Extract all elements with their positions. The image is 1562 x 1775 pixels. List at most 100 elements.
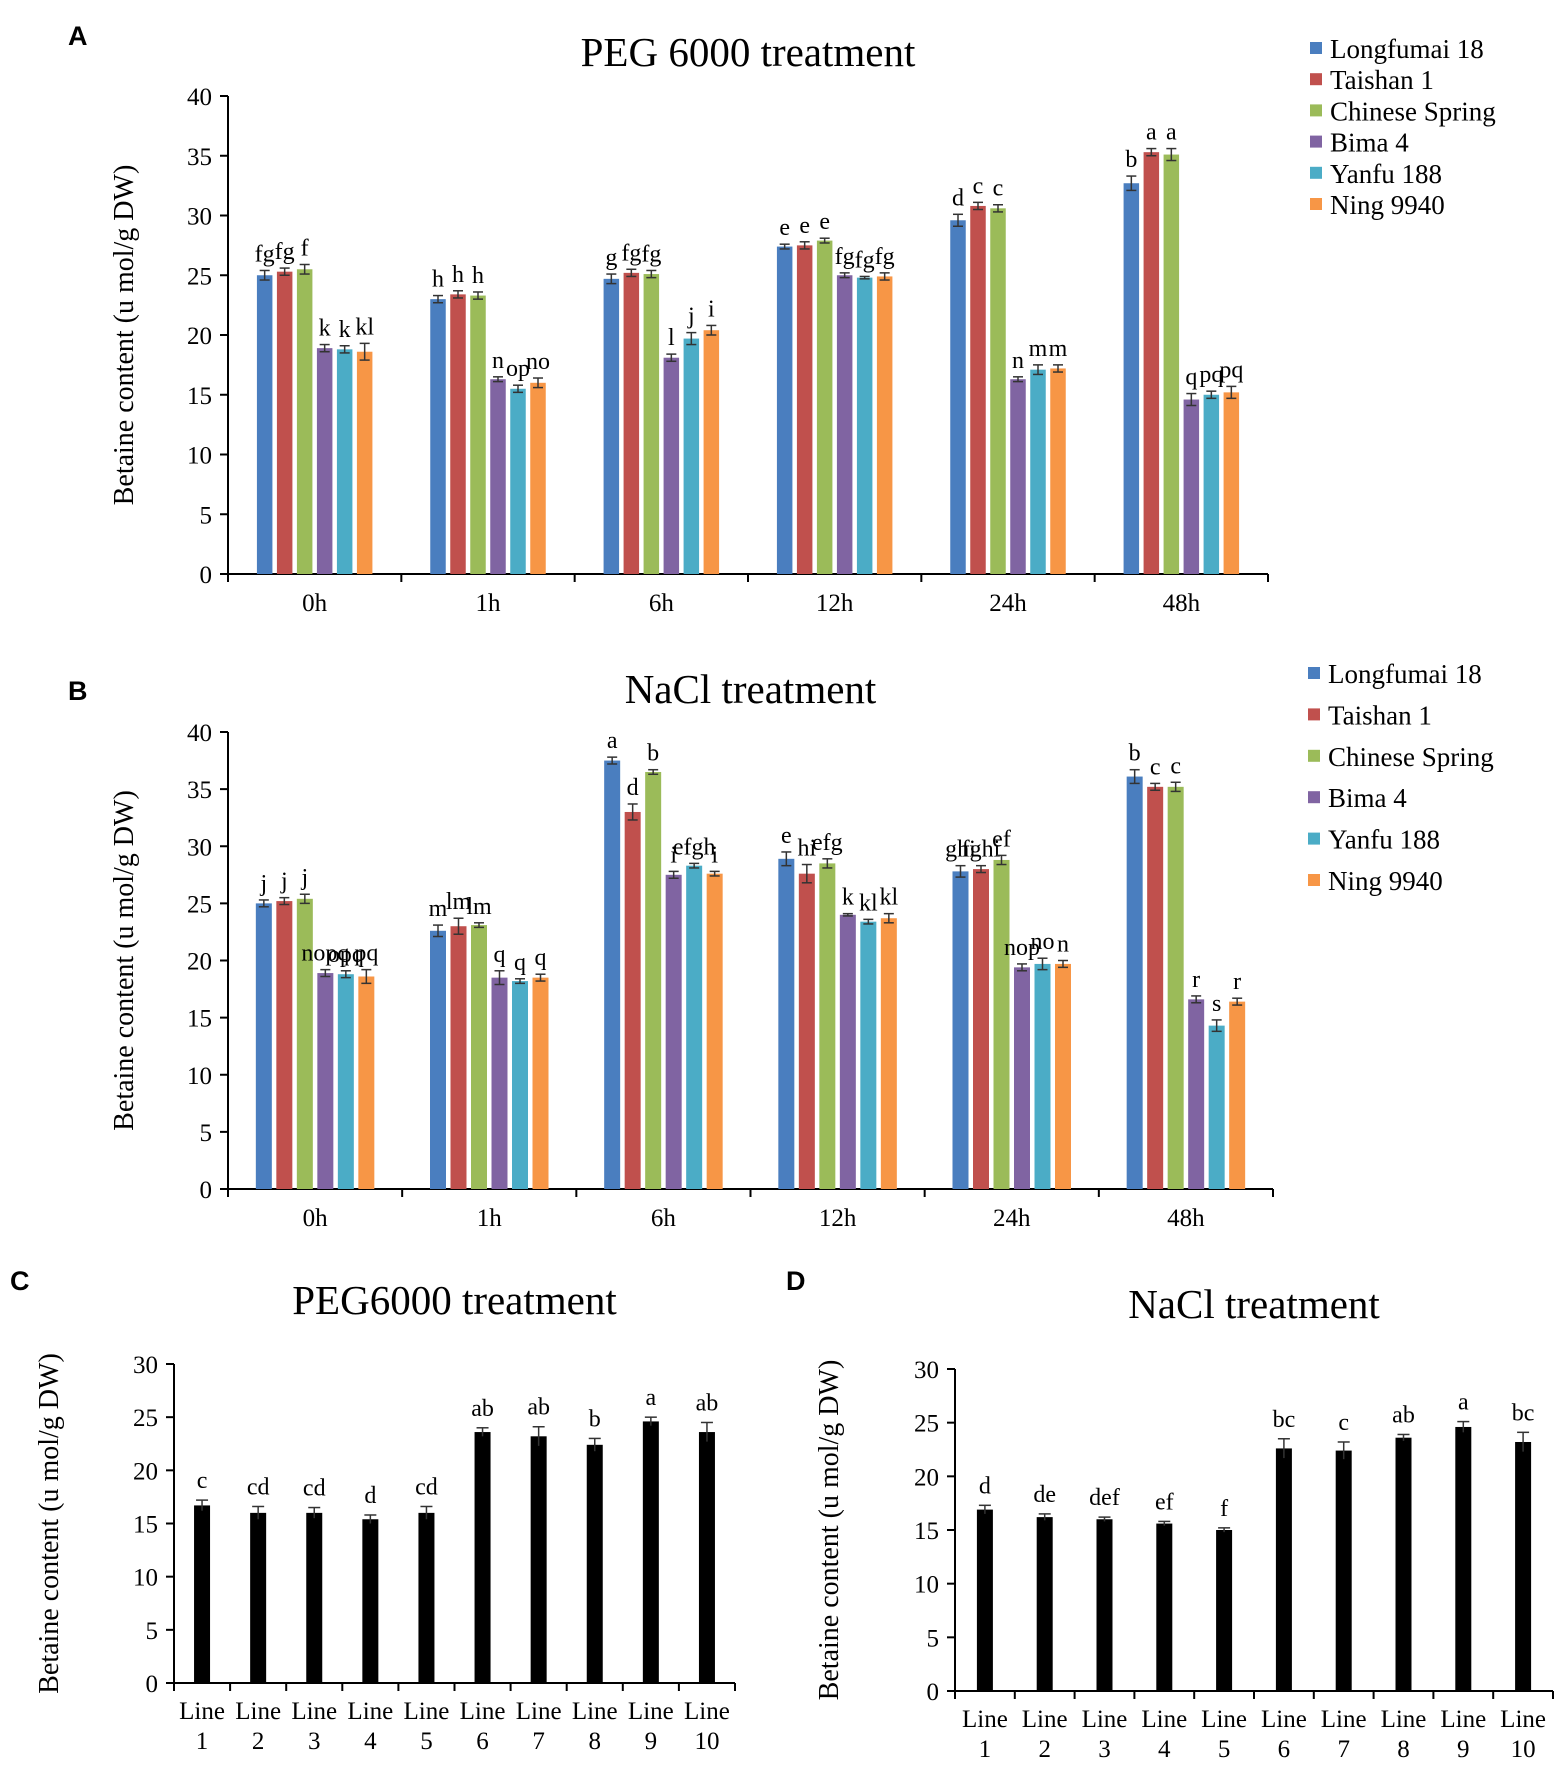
bar — [860, 921, 877, 1189]
significance-label: m — [1049, 336, 1068, 362]
legend-label: Longfumai 18 — [1328, 659, 1482, 689]
bar — [306, 1512, 323, 1683]
significance-label: g — [605, 245, 617, 271]
significance-label: opq — [328, 942, 364, 968]
x-tick-label-number: 3 — [308, 1728, 321, 1755]
significance-label: lm — [446, 889, 472, 915]
x-tick-label-number: 6 — [476, 1728, 489, 1755]
bar — [1223, 392, 1240, 574]
x-tick-label-number: 5 — [1218, 1736, 1231, 1763]
x-tick-label-number: 10 — [1511, 1736, 1536, 1763]
bar — [530, 382, 546, 574]
x-tick-label-number: 9 — [645, 1728, 658, 1755]
x-tick-label: 12h — [819, 1205, 857, 1232]
legend-label: Bima 4 — [1330, 128, 1409, 158]
legend-label: Taishan 1 — [1328, 700, 1432, 730]
significance-label: k — [319, 316, 331, 342]
significance-label: q — [535, 945, 547, 971]
y-tick-label: 35 — [187, 777, 212, 804]
y-tick-label: 25 — [133, 1405, 158, 1432]
bar — [474, 1432, 491, 1683]
legend-swatch — [1308, 832, 1320, 845]
y-tick-label: 0 — [927, 1679, 940, 1706]
significance-label: def — [1089, 1485, 1120, 1511]
bar — [970, 205, 986, 574]
significance-label: fg — [275, 239, 295, 265]
y-axis-label: Betaine content (u mol/g DW) — [814, 1360, 845, 1701]
significance-label: c — [197, 1468, 208, 1494]
y-tick-label: 30 — [133, 1352, 158, 1379]
legend-swatch — [1310, 166, 1322, 179]
bar — [1275, 1448, 1292, 1691]
significance-label: d — [979, 1473, 991, 1499]
bar — [1030, 369, 1046, 574]
bar — [1147, 786, 1164, 1189]
bar — [250, 1512, 267, 1683]
x-tick-label-number: 1 — [196, 1728, 209, 1755]
bar — [586, 1444, 603, 1683]
x-tick-label-number: 8 — [589, 1728, 602, 1755]
y-axis-label: Betaine content (u mol/g DW) — [109, 165, 140, 506]
bar — [491, 977, 508, 1189]
significance-label: fg — [855, 247, 875, 273]
significance-label: s — [1212, 991, 1221, 1017]
significance-label: ab — [1392, 1402, 1415, 1428]
significance-label: f — [1220, 1496, 1228, 1522]
significance-label: r — [1233, 969, 1241, 995]
legend-label: Taishan 1 — [1330, 65, 1434, 95]
significance-label: h — [432, 267, 444, 293]
x-tick-label-line: Line — [962, 1706, 1008, 1733]
y-tick-label: 20 — [914, 1464, 939, 1491]
significance-label: lm — [466, 894, 492, 920]
bar — [1014, 967, 1030, 1189]
legend-label: Yanfu 188 — [1328, 825, 1440, 855]
y-tick-label: 10 — [133, 1565, 158, 1592]
x-tick-label-line: Line — [684, 1698, 730, 1725]
y-tick-label: 15 — [133, 1512, 158, 1539]
x-tick-label-line: Line — [1500, 1706, 1546, 1733]
y-tick-label: 15 — [914, 1518, 939, 1545]
bar — [624, 811, 641, 1189]
x-tick-label: 0h — [302, 590, 328, 617]
x-tick-label-line: Line — [572, 1698, 618, 1725]
legend-label: Ning 9940 — [1328, 866, 1443, 896]
y-tick-label: 0 — [200, 1177, 213, 1204]
significance-label: bc — [1273, 1407, 1296, 1433]
significance-label: c — [973, 173, 984, 199]
significance-label: c — [1170, 753, 1181, 779]
bar — [876, 276, 893, 574]
bar — [530, 1436, 547, 1683]
legend-swatch — [1308, 667, 1320, 679]
x-tick-label-number: 1 — [979, 1736, 992, 1763]
bar — [510, 388, 526, 574]
chart-title: NaCl treatment — [625, 666, 877, 712]
bar — [1229, 1001, 1246, 1189]
significance-label: ab — [696, 1390, 719, 1416]
significance-label: bc — [1512, 1400, 1535, 1426]
significance-label: k — [842, 885, 854, 911]
y-tick-label: 25 — [187, 263, 212, 290]
x-tick-label: 6h — [649, 590, 675, 617]
x-tick-label-number: 7 — [1337, 1736, 1350, 1763]
legend-label: Bima 4 — [1328, 783, 1407, 813]
y-tick-label: 40 — [187, 720, 212, 747]
y-tick-label: 25 — [914, 1411, 939, 1438]
significance-label: m — [429, 896, 448, 922]
bar — [950, 220, 966, 574]
x-tick-label-line: Line — [291, 1698, 337, 1725]
bar — [1163, 154, 1180, 574]
bar — [1208, 1025, 1225, 1189]
y-tick-label: 5 — [927, 1625, 940, 1652]
significance-label: fg — [835, 244, 855, 270]
legend-label: Ning 9940 — [1330, 190, 1445, 220]
significance-label: e — [799, 213, 810, 239]
legend-label: Yanfu 188 — [1330, 159, 1442, 189]
x-tick-label-line: Line — [404, 1698, 450, 1725]
x-tick-label-number: 4 — [364, 1728, 377, 1755]
bar — [1335, 1450, 1352, 1691]
significance-label: de — [1033, 1482, 1056, 1508]
significance-label: kl — [879, 885, 898, 911]
significance-label: a — [1458, 1390, 1469, 1416]
